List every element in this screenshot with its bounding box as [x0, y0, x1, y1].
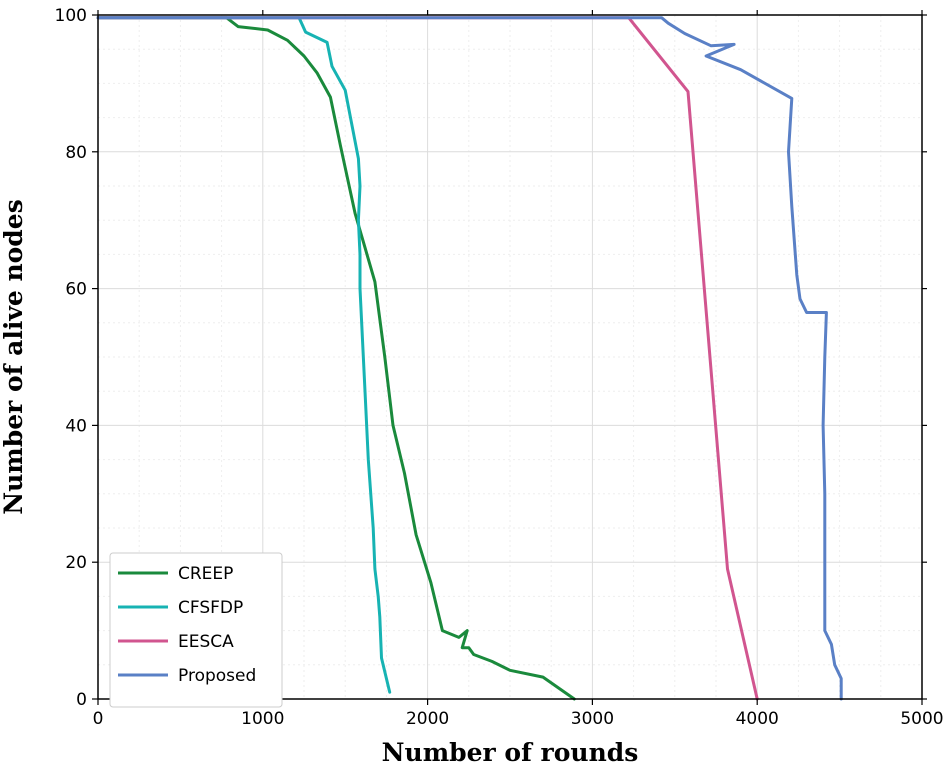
y-tick-label: 20: [65, 553, 87, 573]
y-tick-label: 80: [65, 143, 87, 163]
legend: CREEP CFSFDP EESCA Proposed: [109, 552, 283, 708]
x-tick-label: 2000: [406, 709, 449, 729]
legend-label-creep: CREEP: [178, 564, 233, 584]
y-tick-label: 0: [76, 690, 87, 710]
legend-label-cfsfdp: CFSFDP: [178, 598, 243, 618]
x-tick-label: 0: [93, 709, 104, 729]
series-line-proposed: [96, 16, 843, 701]
y-tick-label: 100: [55, 6, 87, 26]
series-lines: [96, 16, 843, 701]
grid: [97, 14, 923, 700]
axis-ticks: 0 1000 2000 3000 4000 5000 0 20 40 60 80 100: [55, 6, 944, 729]
x-tick-label: 1000: [241, 709, 284, 729]
y-tick-label: 60: [65, 280, 87, 300]
x-tick-label: 4000: [736, 709, 779, 729]
plot-frame: [97, 14, 923, 700]
y-tick-label: 40: [65, 416, 87, 436]
legend-label-proposed: Proposed: [178, 666, 256, 686]
x-tick-label: 3000: [571, 709, 614, 729]
series-line-creep: [96, 16, 576, 701]
x-axis-title: Number of rounds: [382, 738, 639, 767]
series-line-cfsfdp: [96, 16, 392, 694]
legend-box: [109, 552, 283, 708]
x-tick-label: 5000: [900, 709, 943, 729]
legend-label-eesca: EESCA: [178, 632, 234, 652]
y-axis-title: Number of alive nodes: [0, 199, 28, 515]
